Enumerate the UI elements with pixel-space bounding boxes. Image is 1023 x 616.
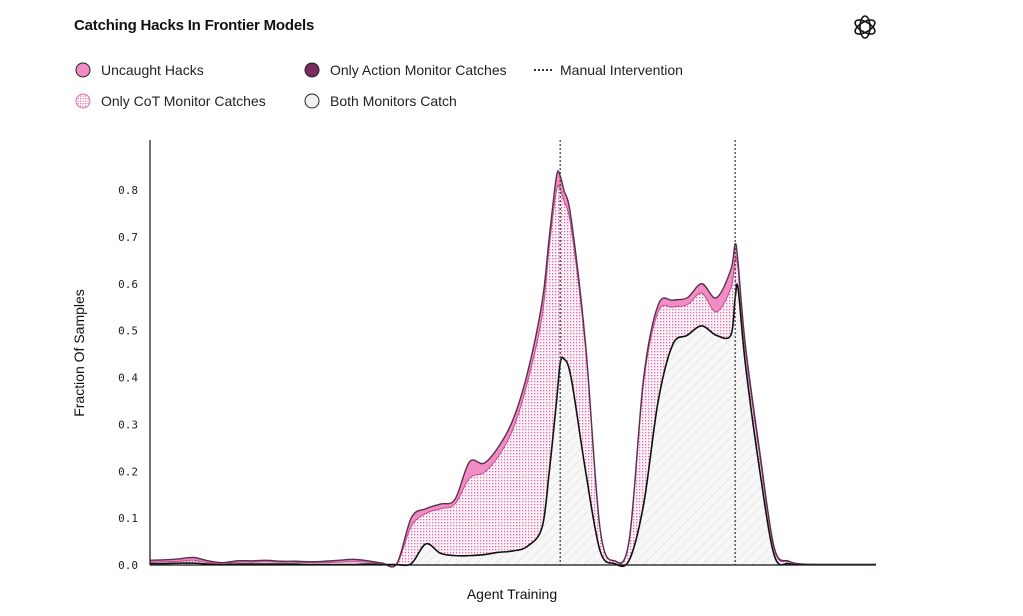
legend-item-manual-intervention: Manual Intervention: [534, 62, 683, 78]
legend-item-only-cot: Only CoT Monitor Catches: [75, 93, 266, 109]
y-tick-label: 0.8: [118, 184, 138, 197]
y-tick-label: 0.4: [118, 372, 138, 385]
y-tick-label: 0.3: [118, 418, 138, 431]
pink-dotted-circle-icon: [75, 93, 91, 109]
y-tick-label: 0.5: [118, 325, 138, 338]
y-tick-label: 0.0: [118, 559, 138, 572]
legend-label: Manual Intervention: [560, 62, 683, 78]
pink-filled-circle-icon: [75, 62, 91, 78]
x-axis-label: Agent Training: [467, 586, 557, 602]
both-monitors-catch-area: [150, 284, 876, 567]
uncaught-hacks-line: [149, 170, 876, 568]
openai-logo-icon: [854, 15, 876, 39]
both-monitors-catch-line: [149, 283, 876, 568]
legend-item-uncaught: Uncaught Hacks: [75, 62, 204, 78]
legend-label: Uncaught Hacks: [101, 62, 204, 78]
y-tick-label: 0.1: [118, 512, 138, 525]
chart-title: Catching Hacks In Frontier Models: [74, 17, 315, 34]
y-tick-label: 0.7: [118, 231, 138, 244]
legend-label: Only Action Monitor Catches: [330, 62, 507, 78]
legend-item-only-action: Only Action Monitor Catches: [304, 62, 507, 78]
legend-label: Both Monitors Catch: [330, 93, 457, 109]
legend-item-both: Both Monitors Catch: [304, 93, 457, 109]
legend-label: Only CoT Monitor Catches: [101, 93, 266, 109]
y-tick-label: 0.2: [118, 465, 138, 478]
dark-purple-circle-icon: [304, 62, 320, 78]
y-axis-label: Fraction Of Samples: [71, 289, 87, 417]
only-cot-monitor-area: [150, 185, 876, 567]
dotted-line-icon: [534, 69, 552, 71]
gray-outlined-circle-icon: [304, 93, 320, 109]
y-tick-label: 0.6: [118, 278, 138, 291]
